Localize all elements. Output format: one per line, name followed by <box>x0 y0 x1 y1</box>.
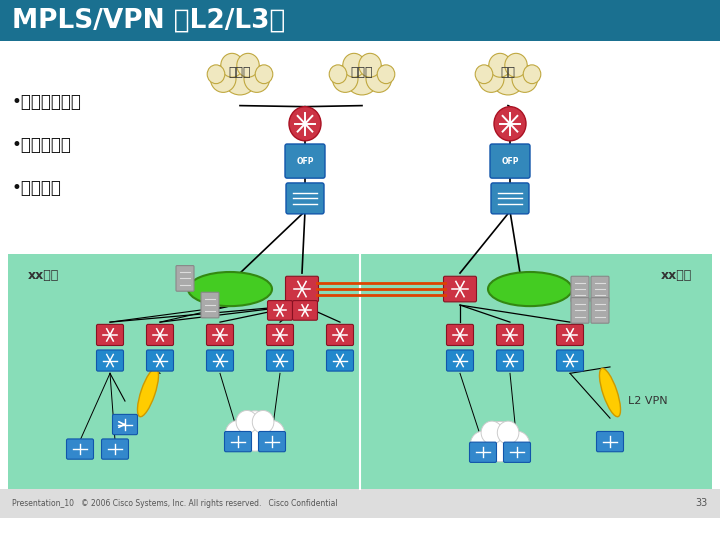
FancyBboxPatch shape <box>286 276 318 302</box>
FancyBboxPatch shape <box>490 144 530 178</box>
FancyBboxPatch shape <box>266 350 294 371</box>
FancyBboxPatch shape <box>0 489 720 518</box>
Circle shape <box>470 431 495 458</box>
FancyBboxPatch shape <box>146 325 174 346</box>
Circle shape <box>498 421 519 444</box>
Ellipse shape <box>600 368 621 417</box>
Text: •数据中心: •数据中心 <box>12 179 62 197</box>
FancyBboxPatch shape <box>258 431 286 452</box>
FancyBboxPatch shape <box>326 350 354 371</box>
FancyBboxPatch shape <box>292 301 318 320</box>
Text: 33: 33 <box>696 498 708 509</box>
Circle shape <box>222 57 258 95</box>
Ellipse shape <box>188 272 272 306</box>
Circle shape <box>523 65 541 84</box>
FancyBboxPatch shape <box>497 325 523 346</box>
FancyBboxPatch shape <box>207 350 233 371</box>
FancyBboxPatch shape <box>557 350 583 371</box>
Circle shape <box>359 53 381 77</box>
FancyBboxPatch shape <box>591 276 609 302</box>
Text: xx校区: xx校区 <box>28 269 59 282</box>
Circle shape <box>481 421 503 444</box>
Circle shape <box>490 57 526 95</box>
Circle shape <box>494 107 526 141</box>
FancyBboxPatch shape <box>497 350 523 371</box>
Circle shape <box>344 57 380 95</box>
Text: •一卡通备份: •一卡通备份 <box>12 136 72 154</box>
Circle shape <box>489 53 511 77</box>
Circle shape <box>481 421 519 462</box>
Circle shape <box>478 65 504 92</box>
FancyBboxPatch shape <box>285 144 325 178</box>
FancyBboxPatch shape <box>96 325 124 346</box>
FancyBboxPatch shape <box>571 276 589 302</box>
FancyBboxPatch shape <box>266 325 294 346</box>
Text: MPLS/VPN （L2/L3）: MPLS/VPN （L2/L3） <box>12 7 285 33</box>
FancyBboxPatch shape <box>557 325 583 346</box>
FancyBboxPatch shape <box>268 301 292 320</box>
FancyBboxPatch shape <box>503 442 531 462</box>
FancyBboxPatch shape <box>207 325 233 346</box>
FancyBboxPatch shape <box>112 414 138 435</box>
Circle shape <box>343 53 365 77</box>
FancyBboxPatch shape <box>491 183 529 214</box>
Circle shape <box>225 421 251 447</box>
FancyBboxPatch shape <box>102 439 128 459</box>
FancyBboxPatch shape <box>286 183 324 214</box>
FancyBboxPatch shape <box>201 292 219 318</box>
Circle shape <box>244 65 269 92</box>
Circle shape <box>259 421 284 447</box>
FancyBboxPatch shape <box>146 350 174 371</box>
Ellipse shape <box>488 272 572 306</box>
Circle shape <box>505 431 530 458</box>
Circle shape <box>377 65 395 84</box>
Circle shape <box>333 65 358 92</box>
FancyBboxPatch shape <box>446 325 474 346</box>
Circle shape <box>475 65 492 84</box>
FancyBboxPatch shape <box>571 298 589 323</box>
FancyBboxPatch shape <box>444 276 477 302</box>
FancyBboxPatch shape <box>8 254 712 489</box>
Text: Presentation_10   © 2006 Cisco Systems, Inc. All rights reserved.   Cisco Confid: Presentation_10 © 2006 Cisco Systems, In… <box>12 499 338 508</box>
Circle shape <box>329 65 347 84</box>
Circle shape <box>207 65 225 84</box>
Circle shape <box>255 65 273 84</box>
FancyBboxPatch shape <box>596 431 624 452</box>
Text: OFP: OFP <box>501 157 518 166</box>
Text: 电信: 电信 <box>500 66 516 79</box>
Circle shape <box>210 65 236 92</box>
Circle shape <box>505 53 527 77</box>
FancyBboxPatch shape <box>225 431 251 452</box>
Circle shape <box>289 107 321 141</box>
FancyBboxPatch shape <box>0 0 720 40</box>
Text: L2 VPN: L2 VPN <box>628 396 667 406</box>
Circle shape <box>366 65 392 92</box>
FancyBboxPatch shape <box>591 298 609 323</box>
Text: 教科网: 教科网 <box>229 66 251 79</box>
FancyBboxPatch shape <box>326 325 354 346</box>
Circle shape <box>512 65 538 92</box>
Circle shape <box>237 53 259 77</box>
Text: 校校通: 校校通 <box>351 66 373 79</box>
Text: •学生宿舍连接: •学生宿舍连接 <box>12 93 82 111</box>
Ellipse shape <box>138 368 158 417</box>
Text: OFP: OFP <box>296 157 314 166</box>
FancyBboxPatch shape <box>469 442 497 462</box>
FancyBboxPatch shape <box>66 439 94 459</box>
Text: xx校区: xx校区 <box>661 269 692 282</box>
Circle shape <box>252 410 274 434</box>
FancyBboxPatch shape <box>446 350 474 371</box>
Circle shape <box>236 411 274 451</box>
FancyBboxPatch shape <box>96 350 124 371</box>
FancyBboxPatch shape <box>176 266 194 291</box>
Circle shape <box>221 53 243 77</box>
Circle shape <box>236 410 258 434</box>
